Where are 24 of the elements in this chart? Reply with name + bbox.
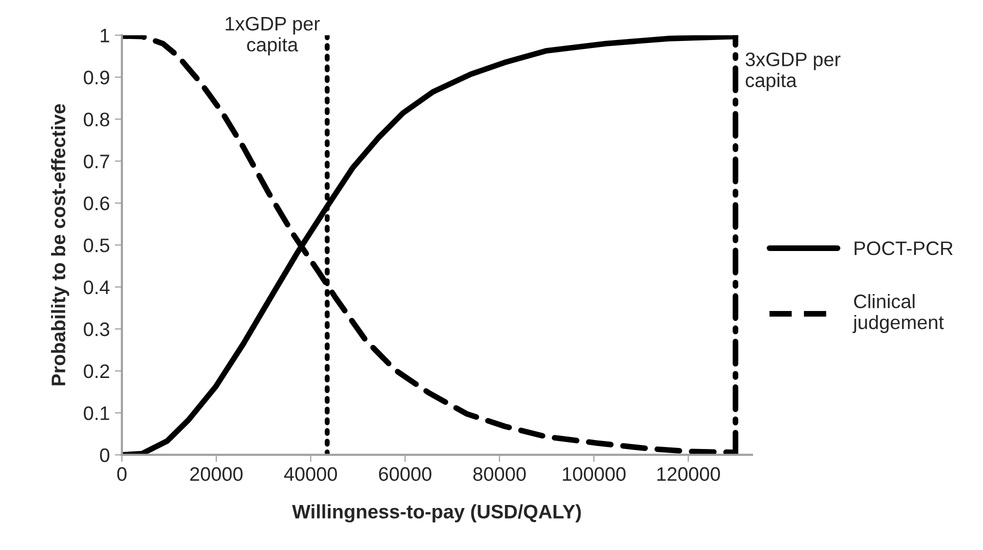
y-tick-label: 0.3	[84, 322, 110, 336]
y-tick-label: 0.6	[84, 196, 110, 210]
y-tick-label: 0.9	[84, 70, 110, 84]
x-tick-label: 80000	[473, 467, 526, 481]
y-tick-label: 1	[100, 28, 110, 42]
y-tick-label: 0.7	[84, 154, 110, 168]
y-tick-label: 0.4	[84, 280, 110, 294]
x-tick-label: 120000	[657, 467, 720, 481]
x-tick-label: 20000	[190, 467, 243, 481]
ref-line-label: 3xGDP per capita	[746, 52, 840, 92]
y-tick-label: 0.5	[84, 238, 110, 252]
x-axis-title: Willingness-to-pay (USD/QALY)	[292, 504, 581, 522]
x-tick-label: 0	[117, 467, 127, 481]
ref-line-label: 1xGDP per capita	[226, 16, 320, 56]
x-tick-label: 40000	[284, 467, 337, 481]
legend-label: POCT-PCR	[854, 241, 953, 256]
y-axis-title: Probability to be cost-effective	[51, 104, 70, 386]
legend-label: Clinical judgement	[852, 294, 944, 334]
y-tick-label: 0.2	[84, 364, 110, 378]
y-tick-label: 0.1	[84, 406, 110, 420]
x-tick-label: 60000	[379, 467, 432, 481]
y-tick-label: 0.8	[84, 112, 110, 126]
x-tick-label: 100000	[562, 467, 626, 481]
y-tick-label: 0	[100, 448, 110, 462]
